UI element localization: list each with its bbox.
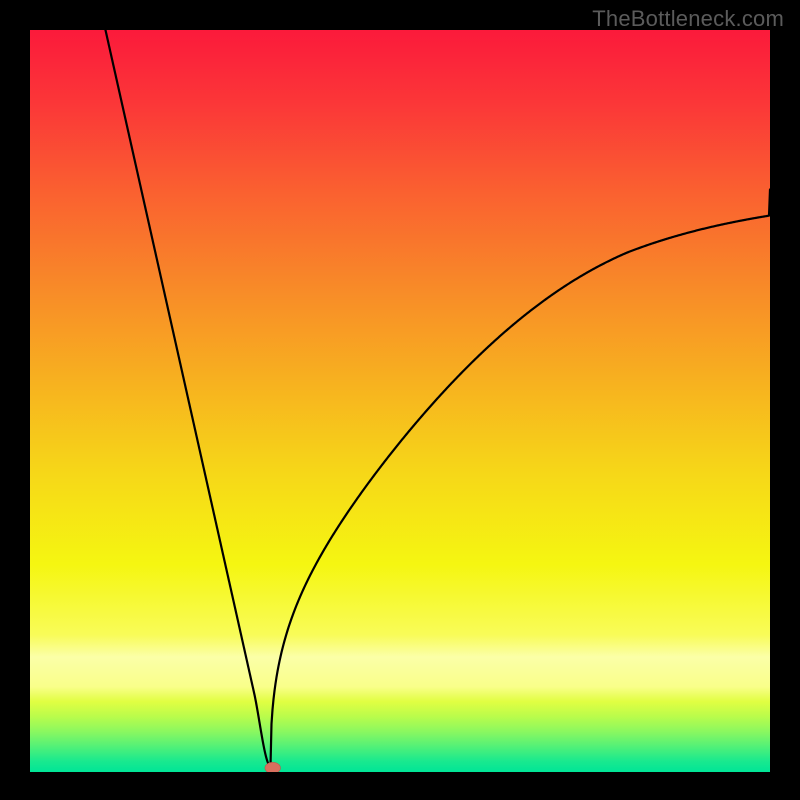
gradient-background <box>30 30 770 772</box>
plot-svg <box>30 30 770 772</box>
plot-area <box>30 30 770 772</box>
optimal-point-marker <box>265 762 281 772</box>
chart-frame <box>30 30 770 772</box>
watermark-text: TheBottleneck.com <box>592 6 784 32</box>
